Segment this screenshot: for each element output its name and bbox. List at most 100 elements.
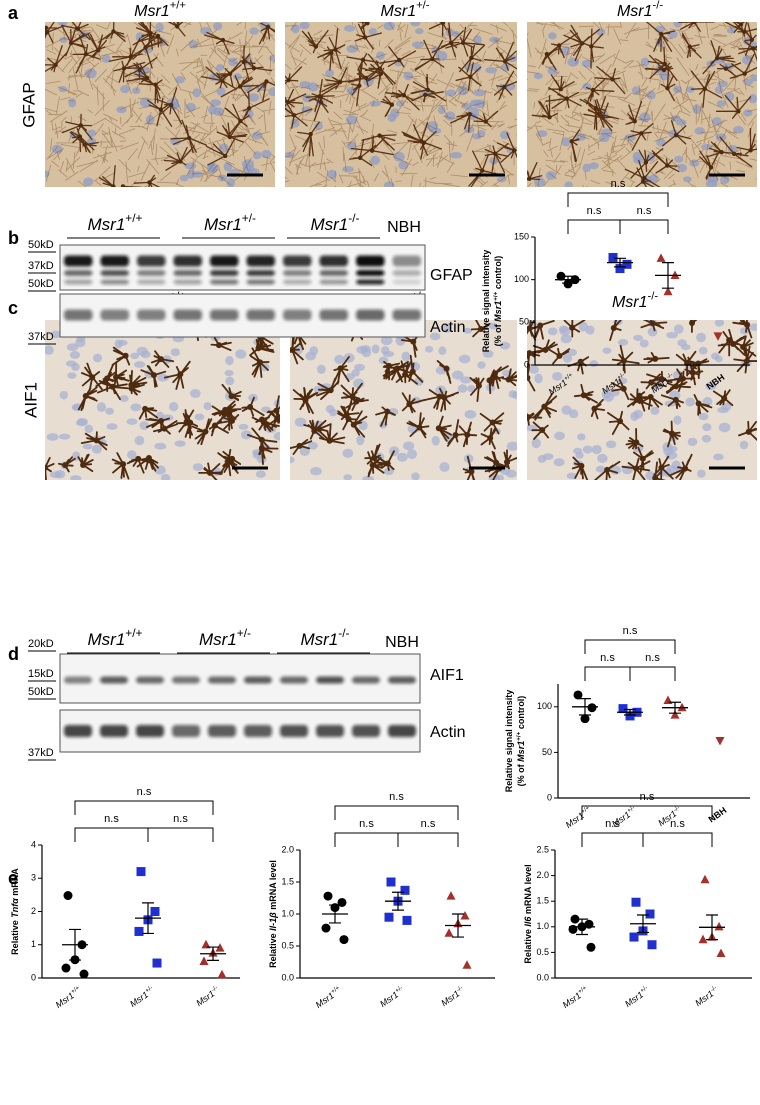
error-bar	[637, 914, 649, 934]
x-tick-label-part: +/+	[70, 984, 82, 995]
cell-body	[120, 461, 127, 468]
cell-process	[135, 22, 153, 50]
nucleus	[203, 402, 212, 411]
nucleus	[213, 107, 225, 116]
nucleus	[273, 431, 280, 441]
lane-group-label-part: Msr1	[310, 215, 348, 234]
nucleus	[378, 356, 389, 365]
cell-body	[45, 30, 50, 35]
nucleus	[189, 389, 201, 398]
nucleus	[536, 130, 548, 138]
cell-body	[639, 455, 646, 462]
nucleus	[713, 453, 724, 461]
x-tick-label-part: +/-	[394, 984, 404, 994]
band	[388, 676, 416, 684]
cell-process	[724, 22, 757, 33]
cell-process	[80, 431, 108, 451]
nucleus	[225, 376, 235, 386]
significance-bracket	[334, 832, 399, 847]
nucleus	[508, 390, 517, 399]
cell-body	[435, 425, 442, 432]
cell-body	[290, 346, 296, 353]
band	[280, 676, 308, 684]
cell-process	[445, 26, 485, 57]
cell-body	[589, 44, 594, 49]
cell-process	[609, 320, 622, 341]
cell-process	[297, 121, 320, 157]
nucleus	[694, 127, 705, 135]
cell-process	[528, 320, 555, 340]
cell-body	[175, 24, 180, 29]
cell-body	[620, 357, 627, 364]
y-axis-label: Relative signal intensity	[481, 250, 491, 353]
nucleus	[403, 71, 414, 81]
data-point	[715, 736, 725, 746]
panel-label: d	[8, 644, 19, 664]
cell-process	[716, 62, 742, 78]
cell-body	[256, 359, 263, 366]
cell-process	[178, 409, 195, 436]
nucleus	[403, 441, 415, 451]
cell-body	[527, 176, 532, 181]
y-tick-label: 2.5	[536, 844, 549, 854]
nucleus	[672, 85, 682, 94]
nucleus	[120, 85, 131, 94]
cell-process	[594, 65, 626, 95]
nucleus	[743, 78, 754, 86]
cell-process	[77, 386, 98, 412]
cell-process	[115, 381, 145, 396]
cell-body	[468, 468, 475, 475]
nucleus	[106, 423, 118, 430]
column-header: Msr1+/-	[381, 0, 430, 20]
cell-body	[503, 459, 510, 466]
nucleus	[360, 345, 371, 353]
cell-body	[547, 115, 552, 120]
cell-body	[659, 376, 666, 383]
cell-body	[556, 352, 563, 359]
significance-bracket	[584, 639, 676, 654]
nucleus	[495, 474, 505, 480]
nucleus	[396, 100, 405, 107]
lane-group-label: Msr1+/+	[88, 626, 143, 649]
nucleus	[299, 22, 310, 30]
cell-body	[436, 393, 443, 400]
cell-body	[679, 375, 686, 382]
fibers	[45, 22, 275, 187]
nucleus	[674, 155, 684, 163]
nucleus	[677, 339, 687, 347]
y-tick-label: 50	[542, 747, 552, 757]
band	[100, 725, 128, 737]
nucleus	[194, 413, 205, 421]
significance-bracket	[567, 219, 621, 234]
cell-body	[643, 160, 649, 165]
nucleus	[134, 435, 145, 446]
cell-body	[75, 26, 81, 31]
cell-body	[719, 149, 724, 155]
nucleus	[307, 441, 318, 450]
nucleus	[573, 447, 583, 455]
nucleus	[299, 80, 311, 88]
nucleus	[597, 453, 608, 464]
band	[100, 676, 128, 684]
y-axis-label-part: Tnfα	[10, 898, 20, 918]
band	[137, 255, 166, 267]
cell-process	[247, 427, 278, 456]
cell-process	[669, 453, 693, 480]
significance-label: n.s	[421, 818, 436, 830]
cell-process	[611, 344, 640, 374]
band	[244, 676, 272, 684]
nucleus	[213, 22, 223, 31]
significance-label: n.s	[623, 625, 638, 637]
cell-process	[501, 368, 517, 387]
cell-process	[718, 331, 745, 357]
cell-body	[695, 360, 702, 367]
nucleus	[75, 338, 86, 348]
cell-body	[369, 148, 375, 153]
nucleus	[463, 327, 473, 334]
nucleus	[58, 85, 68, 93]
error-bar	[69, 928, 81, 961]
cell-process	[367, 451, 385, 478]
nucleus	[424, 345, 434, 353]
cell-process	[191, 418, 213, 446]
cell-process	[301, 29, 329, 54]
